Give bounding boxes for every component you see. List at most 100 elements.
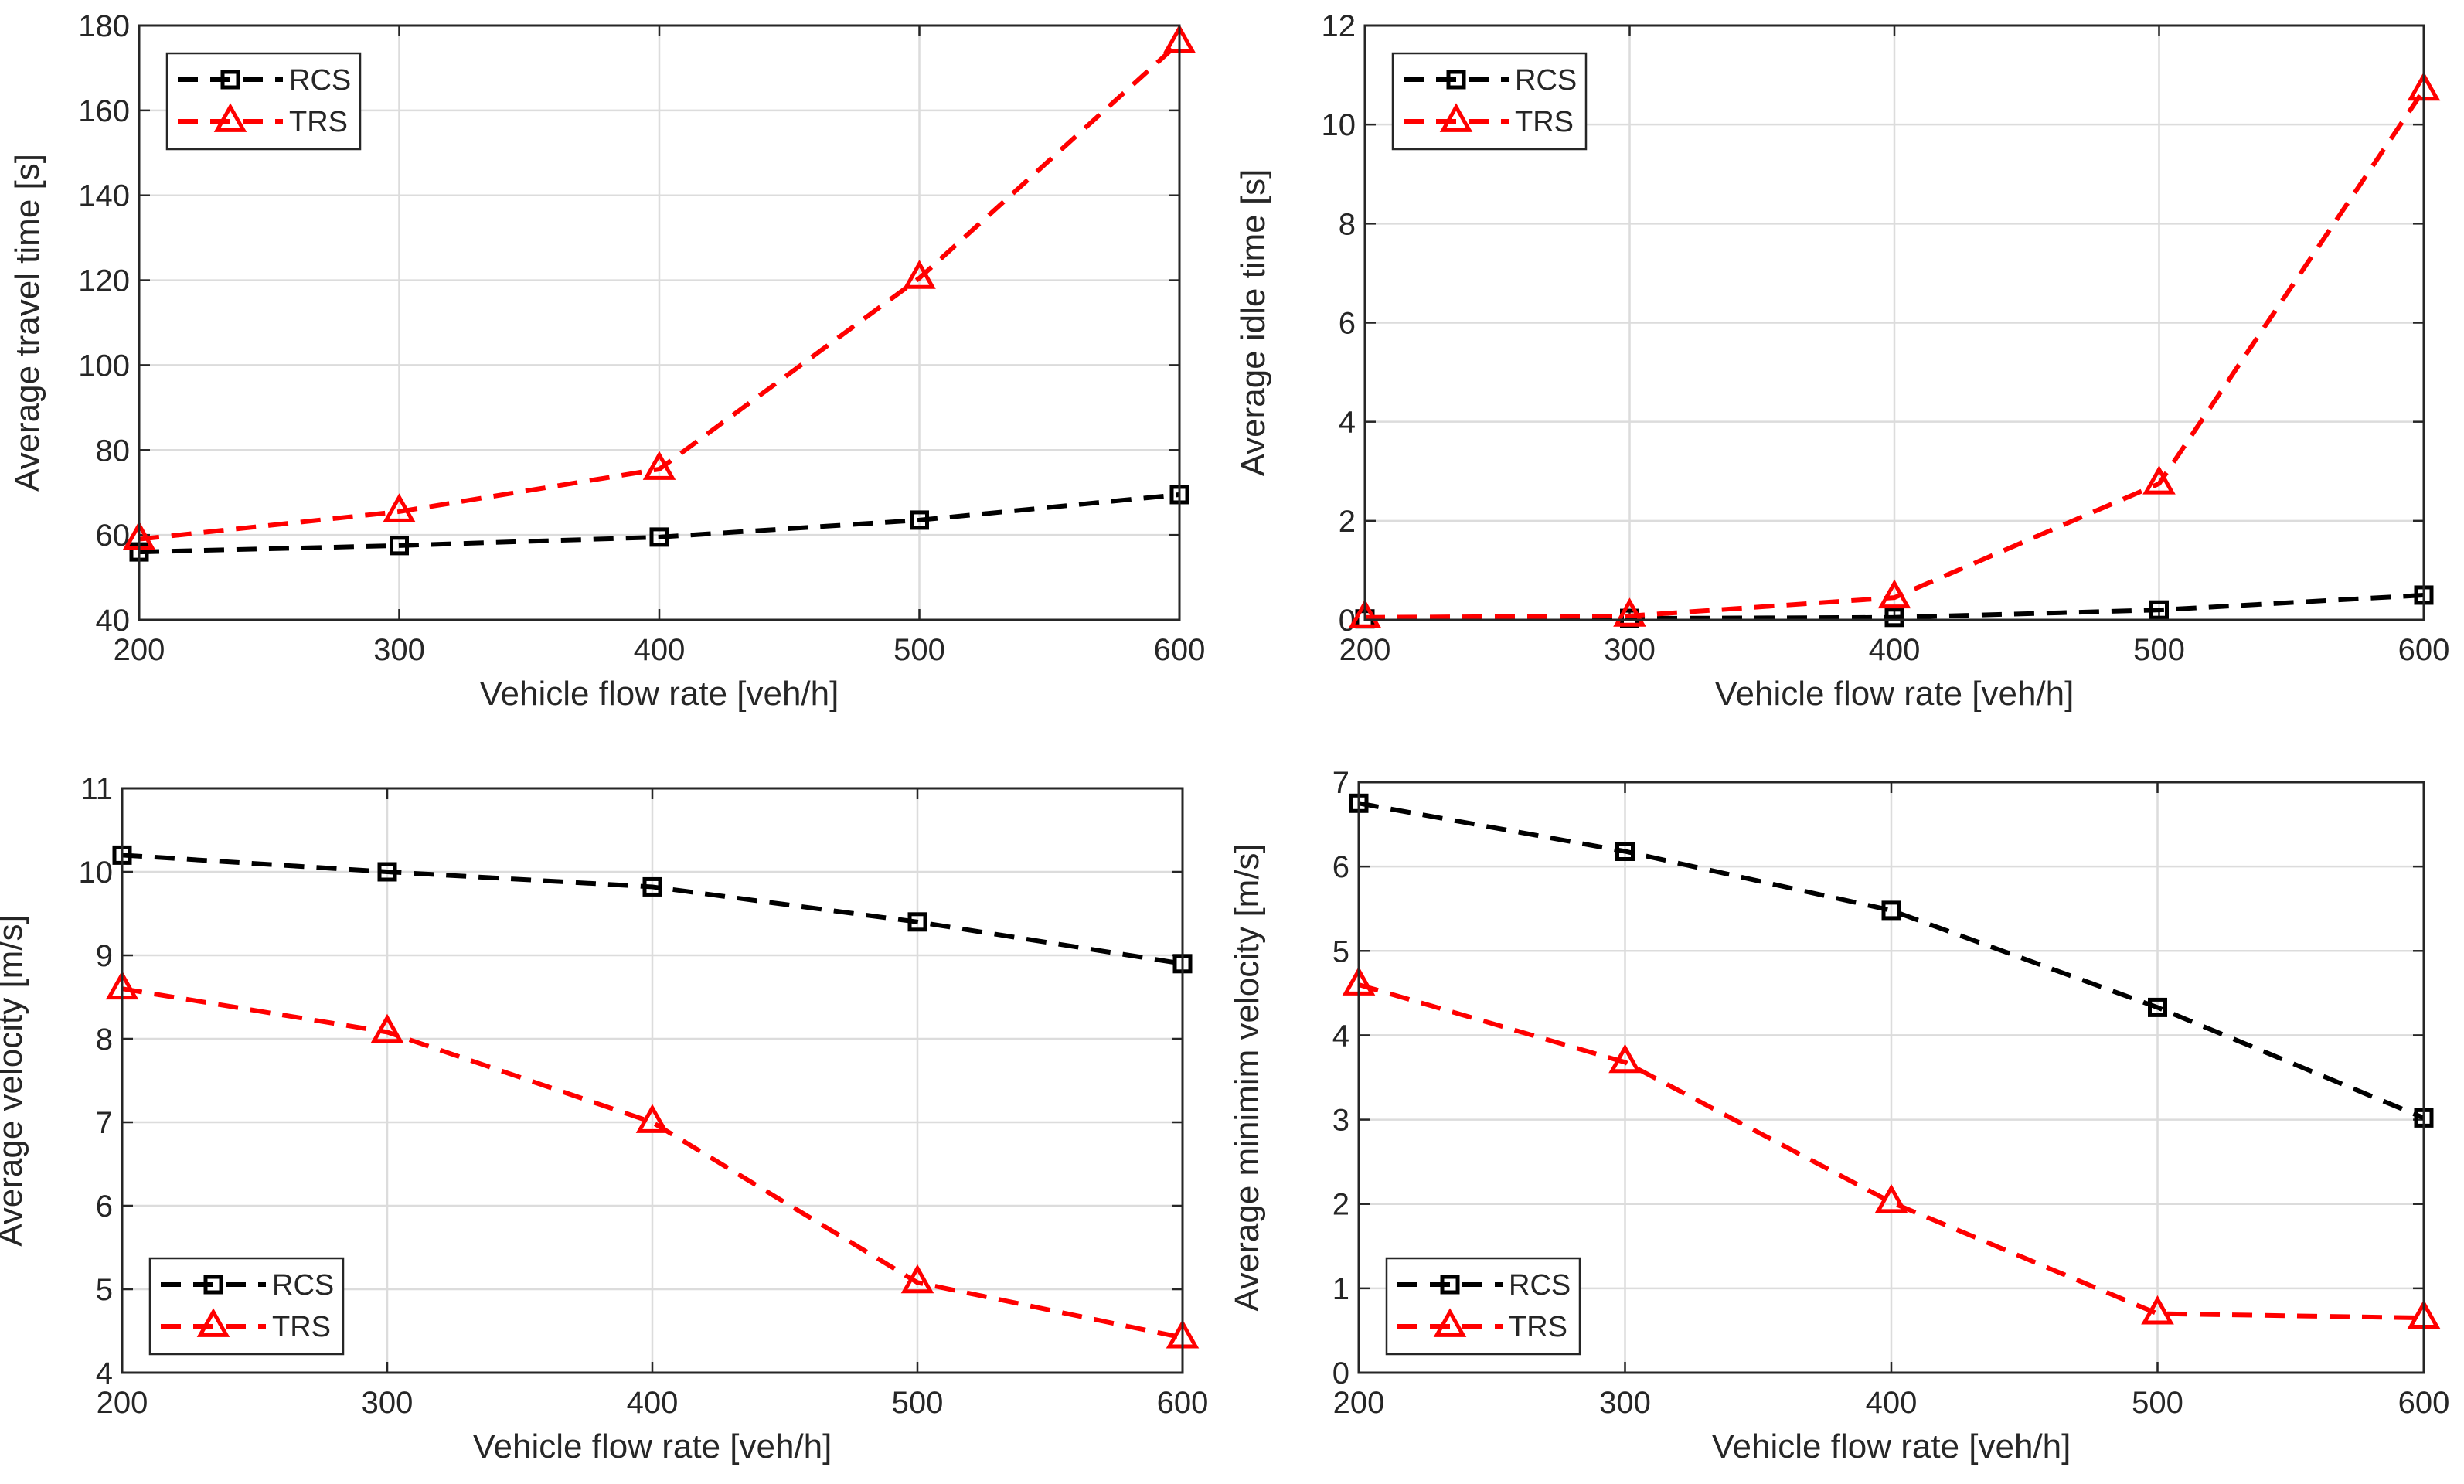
x-tick-label: 200	[1339, 633, 1391, 667]
x-axis-label: Vehicle flow rate [veh/h]	[480, 675, 839, 713]
x-tick-label: 500	[893, 633, 945, 667]
x-tick-label: 500	[2132, 1386, 2183, 1420]
chart-4: 200 300 400 500 600 0 1 2 3 4 5 6 7 Vehicle flow rate…	[1228, 766, 2449, 1465]
axes-frame	[1363, 24, 2425, 621]
x-tick-label: 400	[1866, 1386, 1918, 1420]
legend-marker-trs	[1439, 103, 1473, 132]
legend: RCS TRS	[1385, 1257, 1581, 1356]
legend-marker-trs	[213, 103, 247, 132]
data-point-rcs-300	[390, 536, 409, 556]
y-axis-label: Average idle time [s]	[1234, 169, 1272, 477]
legend-box	[1385, 1257, 1581, 1356]
data-point-trs-500	[2141, 1295, 2174, 1325]
y-tick-label: 3	[1332, 1104, 1349, 1138]
y-axis-label: Average velocity [m/s]	[0, 914, 29, 1247]
data-point-rcs-500	[907, 912, 927, 932]
y-tick-label: 0	[1339, 604, 1356, 638]
y-tick-label: 11	[80, 772, 113, 806]
series-line-trs	[121, 986, 1183, 1340]
y-tick-label: 140	[78, 179, 130, 213]
x-tick-label: 600	[2398, 1386, 2450, 1420]
y-tick-label: 6	[96, 1190, 113, 1224]
y-tick-label: 6	[1339, 307, 1356, 341]
legend-box	[1391, 52, 1588, 151]
y-tick-label: 2	[1339, 505, 1356, 539]
y-tick-label: 120	[78, 264, 130, 298]
legend-marker-rcs	[1440, 1275, 1460, 1295]
legend-label-rcs: RCS	[272, 1269, 334, 1302]
legend-box	[148, 1257, 345, 1356]
data-point-rcs-400	[1881, 900, 1901, 921]
data-point-rcs-500	[2148, 997, 2167, 1017]
x-axis-label: Vehicle flow rate [veh/h]	[1715, 675, 2074, 713]
y-tick-label: 8	[1339, 207, 1356, 241]
y-tick-label: 10	[1322, 108, 1356, 142]
y-tick-label: 1	[1332, 1272, 1349, 1306]
chart-3: 200 300 400 500 600 4 5 6 7 8 9 10 11 Vehicle flow ra…	[0, 772, 1208, 1465]
x-tick-label: 300	[1604, 633, 1656, 667]
legend-marker-rcs	[203, 1275, 223, 1295]
data-point-rcs-300	[377, 862, 397, 882]
legend-label-rcs: RCS	[289, 64, 351, 97]
x-tick-label: 400	[1869, 633, 1921, 667]
y-tick-label: 100	[78, 349, 130, 383]
legend-label-rcs: RCS	[1515, 64, 1577, 97]
axes-frame	[121, 787, 1184, 1374]
series-line-trs	[1358, 982, 2425, 1321]
x-tick-label: 200	[114, 633, 165, 667]
chart-2: 200 300 400 500 600 0 2 4 6 8 10 12 Vehicle flow rat…	[1234, 9, 2449, 713]
data-point-trs-500	[2142, 465, 2176, 495]
x-tick-label: 600	[1154, 633, 1206, 667]
series-line-trs	[1364, 88, 2426, 620]
x-tick-label: 300	[373, 633, 425, 667]
legend-label-trs: TRS	[289, 106, 348, 138]
x-tick-label: 400	[634, 633, 686, 667]
y-tick-label: 4	[1332, 1019, 1349, 1053]
axes-frame	[138, 24, 1181, 621]
data-point-rcs-400	[642, 876, 662, 897]
legend-label-rcs: RCS	[1509, 1269, 1571, 1302]
data-point-trs-400	[1874, 1183, 1908, 1213]
y-tick-label: 12	[1322, 9, 1356, 43]
legend-marker-rcs	[220, 70, 240, 90]
x-tick-label: 300	[362, 1386, 414, 1420]
y-tick-label: 7	[96, 1106, 113, 1140]
legend-box	[165, 52, 362, 151]
data-point-trs-300	[1613, 597, 1646, 627]
legend: RCS TRS	[148, 1257, 345, 1356]
data-point-rcs-500	[910, 510, 929, 530]
data-point-trs-500	[900, 1264, 934, 1294]
x-tick-label: 400	[627, 1386, 679, 1420]
y-axis-label: Average minimim velocity [m/s]	[1228, 843, 1266, 1312]
legend-label-trs: TRS	[1515, 106, 1574, 138]
data-point-rcs-400	[649, 527, 669, 547]
data-point-rcs-400	[1884, 608, 1904, 628]
y-tick-label: 0	[1332, 1356, 1349, 1390]
y-tick-label: 2	[1332, 1188, 1349, 1222]
data-point-trs-500	[903, 260, 936, 289]
y-tick-label: 9	[96, 939, 113, 973]
y-axis-label: Average travel time [s]	[9, 154, 46, 492]
x-tick-label: 600	[2398, 633, 2450, 667]
y-tick-label: 40	[96, 604, 131, 638]
data-point-trs-400	[642, 451, 676, 480]
series-line-rcs	[1358, 801, 2425, 1121]
data-point-trs-300	[370, 1013, 404, 1043]
legend: RCS TRS	[165, 52, 362, 151]
data-point-trs-400	[635, 1104, 669, 1133]
x-tick-label: 600	[1157, 1386, 1209, 1420]
data-point-trs-300	[1608, 1043, 1642, 1074]
chart-1: 200 300 400 500 600 40 60 80 100 120 140 160 180 Vehi…	[9, 9, 1205, 713]
y-tick-label: 10	[79, 856, 114, 890]
x-tick-label: 200	[97, 1386, 148, 1420]
y-tick-label: 6	[1332, 850, 1349, 884]
data-point-trs-400	[1877, 579, 1911, 609]
data-point-trs-300	[383, 493, 416, 522]
x-tick-label: 300	[1599, 1386, 1651, 1420]
legend-label-trs: TRS	[1509, 1311, 1567, 1343]
y-tick-label: 5	[96, 1273, 113, 1307]
y-tick-label: 5	[1332, 934, 1349, 968]
data-point-rcs-300	[1615, 841, 1635, 861]
